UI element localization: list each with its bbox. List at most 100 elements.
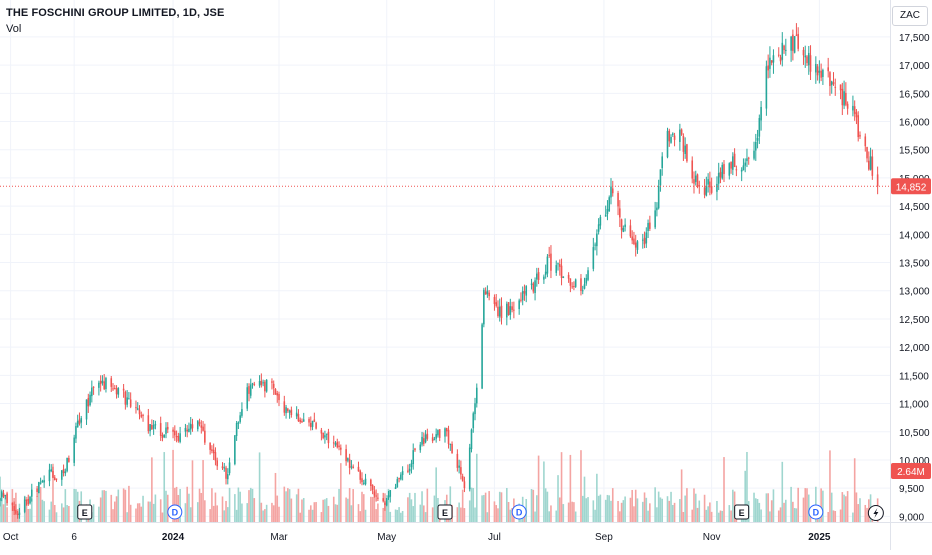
currency-button[interactable]: ZAC — [892, 6, 928, 26]
candle[interactable] — [161, 432, 164, 442]
candle[interactable] — [68, 455, 70, 463]
candle[interactable] — [320, 427, 323, 441]
candle[interactable] — [152, 420, 155, 435]
candle[interactable] — [654, 201, 656, 230]
candle[interactable] — [795, 23, 798, 37]
candle[interactable] — [597, 218, 600, 235]
candle[interactable] — [75, 422, 77, 444]
candle[interactable] — [16, 510, 19, 519]
candle[interactable] — [27, 494, 30, 506]
candle[interactable] — [852, 95, 854, 117]
candle[interactable] — [324, 430, 326, 444]
candle[interactable] — [223, 462, 226, 472]
candle[interactable] — [313, 412, 316, 423]
candle[interactable] — [18, 507, 21, 519]
candle[interactable] — [184, 423, 187, 437]
candle[interactable] — [23, 496, 26, 514]
candle[interactable] — [212, 443, 215, 461]
candle[interactable] — [283, 395, 286, 416]
candle[interactable] — [779, 54, 782, 65]
candle[interactable] — [661, 152, 664, 176]
candle[interactable] — [461, 473, 464, 482]
candle[interactable] — [311, 420, 314, 431]
candle[interactable] — [129, 392, 132, 409]
candle[interactable] — [532, 281, 535, 294]
candle[interactable] — [550, 245, 552, 279]
candle[interactable] — [174, 425, 176, 441]
candle[interactable] — [382, 492, 384, 503]
candle[interactable] — [668, 128, 671, 147]
candle[interactable] — [864, 133, 867, 152]
candle[interactable] — [500, 297, 503, 325]
candle[interactable] — [159, 416, 162, 441]
candle[interactable] — [594, 242, 596, 251]
candle[interactable] — [186, 425, 188, 438]
candle[interactable] — [258, 375, 261, 388]
candle[interactable] — [419, 441, 422, 453]
candle[interactable] — [249, 378, 252, 399]
candle[interactable] — [816, 64, 819, 81]
candle[interactable] — [334, 441, 337, 447]
dividend-marker[interactable]: D — [511, 504, 527, 520]
candle[interactable] — [423, 432, 425, 447]
candle[interactable] — [189, 417, 192, 435]
candle[interactable] — [790, 35, 792, 62]
candle[interactable] — [216, 457, 219, 470]
candle[interactable] — [4, 494, 7, 500]
candle[interactable] — [876, 166, 879, 195]
candle[interactable] — [463, 476, 466, 493]
candle[interactable] — [350, 460, 353, 470]
candle[interactable] — [163, 434, 166, 439]
dividend-marker[interactable]: D — [167, 504, 183, 520]
candle[interactable] — [431, 433, 434, 444]
candle[interactable] — [122, 383, 125, 398]
volume-indicator-label[interactable]: Vol — [6, 23, 22, 35]
candle[interactable] — [634, 234, 637, 257]
candle[interactable] — [557, 262, 559, 271]
candle[interactable] — [438, 429, 441, 442]
candle[interactable] — [91, 380, 93, 403]
candle[interactable] — [371, 484, 374, 495]
candle[interactable] — [53, 475, 56, 481]
candle[interactable] — [98, 380, 100, 396]
candle[interactable] — [562, 276, 565, 279]
candle[interactable] — [325, 433, 328, 441]
candle[interactable] — [543, 274, 545, 284]
candle[interactable] — [209, 442, 211, 455]
candle[interactable] — [723, 160, 725, 183]
candle[interactable] — [41, 479, 44, 483]
candle[interactable] — [375, 489, 377, 502]
candle[interactable] — [691, 156, 694, 184]
candle[interactable] — [142, 413, 144, 422]
candle[interactable] — [276, 390, 279, 403]
candle[interactable] — [177, 432, 180, 443]
candle[interactable] — [506, 301, 508, 326]
candle[interactable] — [364, 473, 367, 486]
candle[interactable] — [806, 55, 808, 66]
candle[interactable] — [352, 464, 354, 469]
candle[interactable] — [592, 237, 595, 272]
candle[interactable] — [760, 101, 762, 131]
candle[interactable] — [868, 151, 870, 171]
candle[interactable] — [610, 178, 612, 205]
candle[interactable] — [855, 109, 858, 125]
candle[interactable] — [765, 60, 768, 116]
candle[interactable] — [525, 285, 528, 303]
candle[interactable] — [495, 293, 498, 308]
candle[interactable] — [25, 499, 28, 506]
candle[interactable] — [581, 285, 584, 295]
candle[interactable] — [472, 411, 475, 433]
candle[interactable] — [636, 240, 639, 254]
candle[interactable] — [11, 502, 14, 511]
candle[interactable] — [822, 68, 824, 85]
candle[interactable] — [348, 453, 351, 475]
candle[interactable] — [583, 277, 586, 290]
candle[interactable] — [38, 481, 40, 494]
candle[interactable] — [730, 161, 732, 174]
candle[interactable] — [43, 475, 45, 488]
candle[interactable] — [202, 421, 204, 432]
candle[interactable] — [511, 301, 513, 313]
candle[interactable] — [101, 375, 104, 386]
candle[interactable] — [820, 63, 822, 82]
